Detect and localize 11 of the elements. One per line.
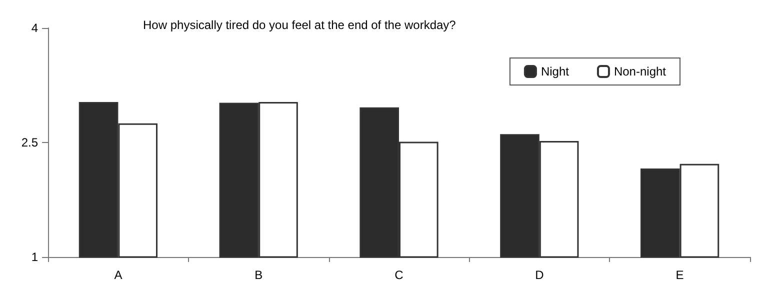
x-tick-label: B	[254, 268, 263, 282]
x-tick-label: D	[535, 268, 544, 282]
chart-title: How physically tired do you feel at the end of the workday?	[143, 18, 456, 32]
y-tick-label: 1	[31, 250, 38, 264]
y-tick-label: 4	[31, 21, 38, 35]
x-tick-label: C	[394, 268, 404, 282]
legend-label: Non-night	[614, 64, 667, 78]
x-tick-label: E	[676, 268, 684, 282]
y-tick-label: 2.5	[21, 136, 38, 150]
legend-label: Night	[540, 64, 570, 78]
x-tick-label: A	[114, 268, 122, 282]
